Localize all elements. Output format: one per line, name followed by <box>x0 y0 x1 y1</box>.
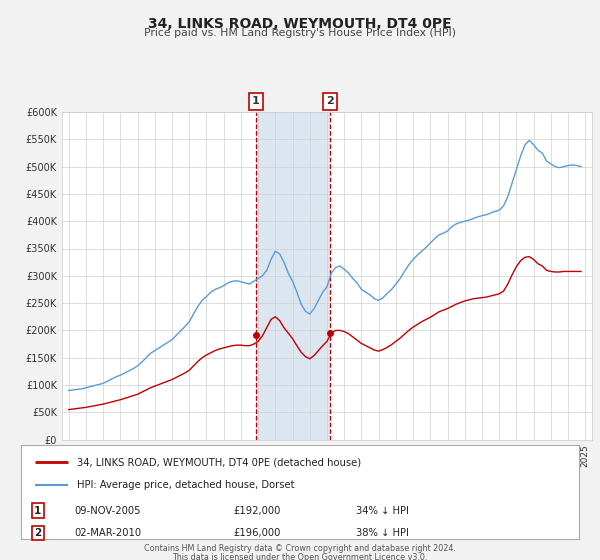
Text: This data is licensed under the Open Government Licence v3.0.: This data is licensed under the Open Gov… <box>172 553 428 560</box>
Text: 2: 2 <box>326 96 334 106</box>
Text: £192,000: £192,000 <box>233 506 280 516</box>
Text: 1: 1 <box>34 506 41 516</box>
Text: 34, LINKS ROAD, WEYMOUTH, DT4 0PE (detached house): 34, LINKS ROAD, WEYMOUTH, DT4 0PE (detac… <box>77 457 361 467</box>
Text: 09-NOV-2005: 09-NOV-2005 <box>74 506 140 516</box>
Text: £196,000: £196,000 <box>233 528 280 538</box>
Text: 2: 2 <box>34 528 41 538</box>
Text: 38% ↓ HPI: 38% ↓ HPI <box>356 528 409 538</box>
Text: HPI: Average price, detached house, Dorset: HPI: Average price, detached house, Dors… <box>77 480 295 491</box>
Text: Contains HM Land Registry data © Crown copyright and database right 2024.: Contains HM Land Registry data © Crown c… <box>144 544 456 553</box>
Text: 02-MAR-2010: 02-MAR-2010 <box>74 528 141 538</box>
Text: 1: 1 <box>252 96 260 106</box>
Text: Price paid vs. HM Land Registry's House Price Index (HPI): Price paid vs. HM Land Registry's House … <box>144 28 456 38</box>
Text: 34, LINKS ROAD, WEYMOUTH, DT4 0PE: 34, LINKS ROAD, WEYMOUTH, DT4 0PE <box>148 17 452 31</box>
Text: 34% ↓ HPI: 34% ↓ HPI <box>356 506 409 516</box>
Bar <box>256 112 330 440</box>
